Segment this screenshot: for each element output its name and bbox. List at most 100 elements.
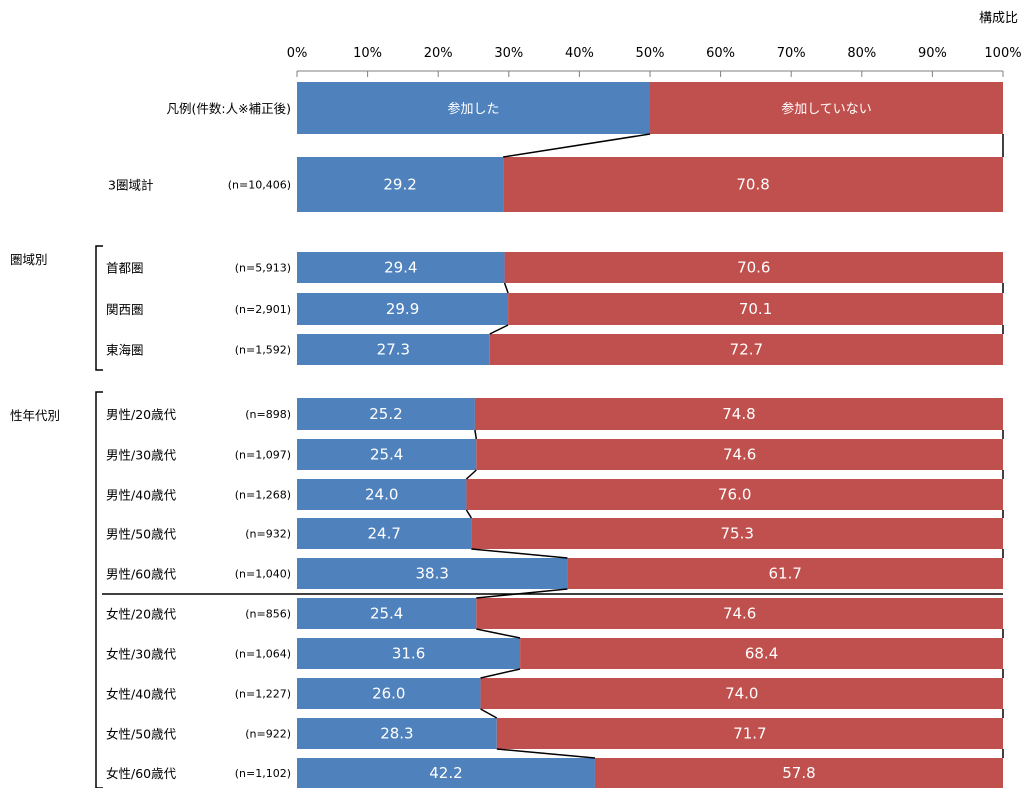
data-label: 72.7 bbox=[730, 341, 763, 359]
bar-segment-not-participated bbox=[503, 157, 1003, 212]
data-label: 31.6 bbox=[392, 645, 425, 663]
legend-row-label: 凡例(件数:人※補正後) bbox=[167, 101, 291, 116]
connector-line bbox=[471, 548, 568, 559]
row-label: 関西圏 bbox=[106, 302, 144, 317]
row-count: (n=5,913) bbox=[235, 262, 291, 275]
bar-row: 28.3 71.7 女性/50歳代 (n=922) bbox=[106, 718, 1003, 749]
bar-segment-participated bbox=[297, 758, 595, 788]
x-tick-label: 30% bbox=[494, 46, 523, 61]
x-tick-label: 70% bbox=[777, 46, 806, 61]
x-tick-label: 10% bbox=[353, 46, 382, 61]
data-label: 25.4 bbox=[370, 446, 403, 464]
bar-row: 29.9 70.1 関西圏 (n=2,901) bbox=[106, 293, 1003, 325]
row-label: 男性/60歳代 bbox=[106, 567, 177, 582]
bar-segment-participated bbox=[297, 334, 490, 365]
connector-line bbox=[474, 429, 478, 440]
bar-segment-participated bbox=[297, 439, 477, 470]
group-label-region: 圏域別 bbox=[10, 252, 48, 267]
bar-segment-not-participated bbox=[508, 293, 1003, 325]
group-bracket bbox=[95, 391, 103, 788]
x-tick-label: 60% bbox=[706, 46, 735, 61]
row-count: (n=898) bbox=[245, 408, 291, 421]
bar-segment-participated bbox=[297, 518, 472, 549]
x-tick-label: 50% bbox=[636, 46, 665, 61]
row-count: (n=856) bbox=[245, 608, 291, 621]
bar-segment-participated bbox=[297, 157, 504, 212]
data-label: 24.7 bbox=[367, 525, 400, 543]
bar-segment-participated bbox=[297, 398, 475, 430]
connector-line bbox=[480, 668, 521, 679]
connector-line bbox=[465, 509, 473, 519]
group-brackets: 圏域別 性年代別 bbox=[10, 245, 103, 788]
bar-segment-not-participated bbox=[496, 718, 1003, 749]
legend-row: 凡例(件数:人※補正後) 参加した 参加していない bbox=[167, 82, 1003, 134]
data-label: 71.7 bbox=[733, 725, 766, 743]
row-label: 男性/40歳代 bbox=[106, 488, 177, 503]
row-count: (n=1,227) bbox=[235, 688, 291, 701]
row-count: (n=1,592) bbox=[235, 344, 291, 357]
x-tick-label: 20% bbox=[424, 46, 453, 61]
data-label: 29.9 bbox=[386, 300, 419, 318]
bar-segment-participated bbox=[297, 479, 467, 510]
connector-lines bbox=[102, 133, 1004, 759]
data-label: 29.2 bbox=[383, 176, 416, 194]
bar-row: 25.4 74.6 男性/30歳代 (n=1,097) bbox=[106, 439, 1004, 470]
bar-segment-participated bbox=[297, 638, 521, 669]
bar-row: 26.0 74.0 女性/40歳代 (n=1,227) bbox=[106, 678, 1003, 709]
bar-row: 31.6 68.4 女性/30歳代 (n=1,064) bbox=[106, 638, 1003, 669]
x-tick-label: 80% bbox=[847, 46, 876, 61]
bar-segment-not-participated bbox=[520, 638, 1003, 669]
bar-segment-participated bbox=[297, 252, 505, 283]
legend-swatch-participated bbox=[297, 82, 650, 134]
data-label: 61.7 bbox=[768, 565, 801, 583]
data-label: 76.0 bbox=[718, 486, 751, 504]
bar-segment-participated bbox=[297, 293, 509, 325]
bar-row: 27.3 72.7 東海圏 (n=1,592) bbox=[106, 334, 1003, 365]
x-tick-label: 0% bbox=[287, 46, 308, 61]
data-label: 57.8 bbox=[782, 764, 815, 782]
data-label: 38.3 bbox=[415, 565, 448, 583]
bar-segment-participated bbox=[297, 678, 481, 709]
row-label: 男性/30歳代 bbox=[106, 448, 177, 463]
bar-row: 29.4 70.6 首都圏 (n=5,913) bbox=[106, 252, 1003, 283]
row-count: (n=2,901) bbox=[235, 303, 291, 316]
legend-swatch-not-participated bbox=[650, 82, 1003, 134]
row-label: 男性/20歳代 bbox=[106, 407, 177, 422]
row-label: 3圏域計 bbox=[108, 178, 153, 193]
connector-line bbox=[503, 282, 509, 294]
data-label: 25.2 bbox=[369, 405, 402, 423]
bar-segment-not-participated bbox=[466, 479, 1003, 510]
bar-segment-participated bbox=[297, 558, 568, 589]
data-label: 74.8 bbox=[722, 405, 755, 423]
data-label: 75.3 bbox=[720, 525, 753, 543]
connector-line bbox=[503, 133, 651, 158]
bar-row: 25.4 74.6 女性/20歳代 (n=856) bbox=[106, 598, 1004, 629]
data-label: 42.2 bbox=[429, 764, 462, 782]
bar-row: 38.3 61.7 男性/60歳代 (n=1,040) bbox=[106, 558, 1003, 589]
connector-line bbox=[480, 708, 498, 719]
connector-line bbox=[465, 469, 477, 480]
row-label: 女性/20歳代 bbox=[106, 607, 177, 622]
data-label: 25.4 bbox=[370, 605, 403, 623]
bar-segment-not-participated bbox=[567, 558, 1003, 589]
row-count: (n=10,406) bbox=[228, 179, 291, 192]
group-label-sex-age: 性年代別 bbox=[10, 408, 60, 423]
data-label: 70.1 bbox=[739, 300, 772, 318]
bar-row: 25.2 74.8 男性/20歳代 (n=898) bbox=[106, 398, 1003, 430]
bars: 29.2 70.8 3圏域計 (n=10,406) 29.4 70.6 首都圏 (n=5,91… bbox=[106, 157, 1004, 788]
connector-line bbox=[476, 628, 521, 639]
data-label: 68.4 bbox=[745, 645, 778, 663]
row-label: 女性/60歳代 bbox=[106, 766, 177, 781]
connector-line bbox=[496, 748, 596, 759]
row-label: 女性/30歳代 bbox=[106, 647, 177, 662]
unit-label: 構成比 bbox=[979, 11, 1018, 26]
row-count: (n=1,064) bbox=[235, 648, 291, 661]
x-axis: 0% 10% 20% 30% 40% 50% 60% 70% 80% 90% 100% bbox=[287, 46, 1022, 77]
row-count: (n=1,040) bbox=[235, 568, 291, 581]
row-label: 首都圏 bbox=[106, 261, 144, 276]
bar-segment-not-participated bbox=[476, 439, 1004, 470]
x-tick-label: 100% bbox=[984, 46, 1021, 61]
row-count: (n=922) bbox=[245, 728, 291, 741]
row-label: 女性/40歳代 bbox=[106, 687, 177, 702]
